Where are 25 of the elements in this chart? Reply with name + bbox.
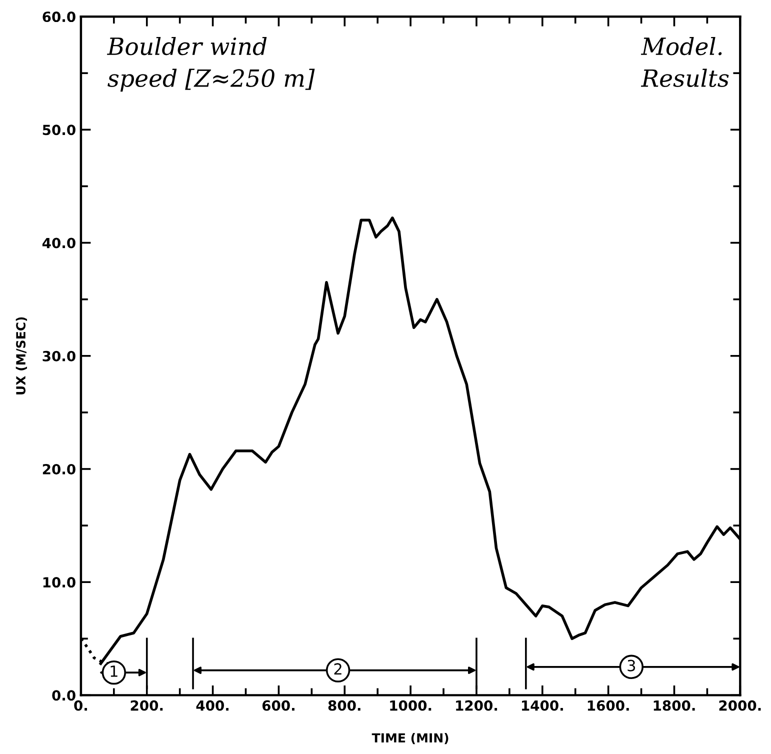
y-tick-label: 10.0 [43, 577, 76, 588]
annotation: Boulder wind speed [Z≈250 m] [106, 36, 315, 92]
x-tick-label: 1600. [588, 700, 629, 711]
x-tick-label: 600. [262, 700, 294, 711]
y-tick-label: 40.0 [42, 238, 76, 248]
annotation: Model. Results [640, 36, 729, 88]
y-axis-title: UX (M/SEC) [16, 317, 27, 394]
y-tick-label: 0.0 [52, 690, 76, 701]
y-tick-label: 20.0 [42, 464, 76, 474]
x-tick-label: 0. [74, 700, 88, 711]
x-tick-label: 400. [196, 700, 229, 711]
x-tick-label: 200. [130, 700, 163, 711]
annotation: 2 [334, 663, 342, 675]
x-tick-label: 1200. [456, 700, 498, 711]
y-tick-label: 60.0 [42, 12, 76, 22]
x-tick-label: 1000. [390, 700, 432, 711]
y-tick-label: 30.0 [42, 350, 76, 362]
x-tick-label: 800. [328, 700, 360, 711]
x-tick-label: 1400. [522, 700, 563, 711]
x-tick-label: 2000. [719, 700, 761, 711]
annotation: 3 [628, 660, 636, 672]
y-tick-label: 50.0 [42, 124, 76, 136]
x-axis-title: TIME (MIN) [372, 732, 448, 744]
annotation: 1 [110, 666, 118, 677]
x-tick-label: 1800. [654, 700, 695, 711]
